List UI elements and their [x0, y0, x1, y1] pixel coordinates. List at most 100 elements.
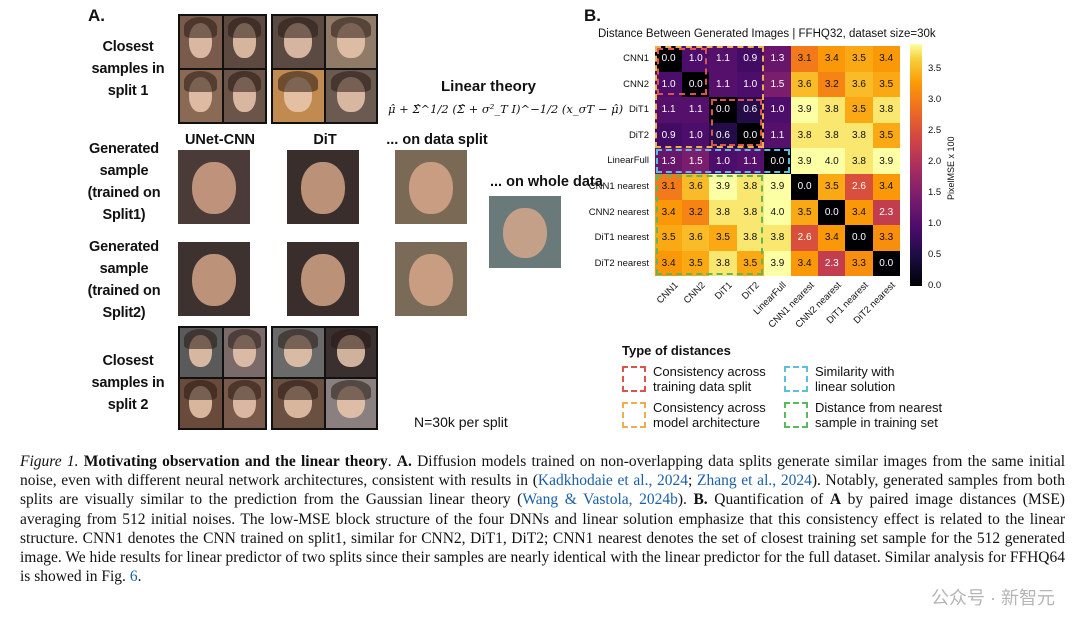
row-label-line: Split2) [102, 305, 146, 321]
heatmap-cell: 0.0 [791, 174, 819, 200]
caption-bold-title: Motivating observation and the linear th… [83, 453, 388, 470]
heatmap-cell: 3.6 [791, 71, 819, 98]
colorbar [910, 44, 922, 286]
face-image [180, 70, 222, 122]
colorbar-tick: 0.5 [928, 248, 942, 260]
caption-a-label: A. [396, 453, 412, 470]
heatmap-cell: 0.0 [682, 71, 710, 98]
row-label-line: (trained on [87, 185, 161, 201]
face-image [180, 328, 222, 377]
legend-text: Consistency across training data split [653, 364, 766, 394]
heatmap-cell: 1.0 [682, 122, 710, 149]
heatmap-cell: 3.4 [655, 199, 683, 226]
citation-link[interactable]: Wang & Vastola, 2024b [522, 491, 678, 509]
closest-samples-split2-unet-grid [178, 326, 267, 430]
legend-title: Type of distances [622, 343, 731, 358]
heatmap-cell: 3.9 [763, 250, 791, 277]
heatmap-row-label: CNN1 [623, 53, 649, 64]
row-label-closest-split2: Closest samples in split 2 [78, 350, 178, 416]
caption-a-ref: A [829, 491, 842, 509]
heatmap-cell: 3.9 [872, 148, 900, 174]
citation-link[interactable]: Zhang et al., 2024 [697, 472, 812, 490]
colorbar-tick: 1.0 [928, 217, 942, 229]
heatmap-cell: 2.3 [872, 199, 900, 226]
legend-text-line: linear solution [815, 379, 896, 394]
heatmap-cell: 1.1 [682, 97, 710, 123]
heatmap-cell: 0.6 [709, 122, 737, 149]
panel-b-letter: B. [584, 6, 601, 25]
heatmap-cell: 3.8 [709, 250, 737, 277]
face-image [273, 328, 324, 377]
row-label-line: Generated [89, 141, 159, 157]
face-image [180, 16, 222, 68]
heatmap-row-label: DiT1 nearest [594, 232, 649, 244]
heatmap-cell: 1.3 [763, 46, 791, 72]
face-image [273, 70, 324, 122]
heatmap-cell: 3.1 [791, 46, 819, 72]
row-label-line: samples in [91, 375, 165, 391]
caption-text: Diffusion models trained on non-overlapp… [20, 453, 1066, 490]
linear-theory-title: Linear theory [441, 78, 537, 95]
heatmap-cell: 3.6 [682, 174, 710, 200]
legend-text-line: training data split [653, 379, 752, 394]
heatmap-cell: 3.9 [791, 148, 819, 174]
generated-unet-split2-image [178, 242, 250, 316]
row-label-line: Closest [102, 353, 154, 369]
heatmap-cell: 1.0 [655, 71, 683, 98]
heatmap-cell: 4.0 [763, 199, 791, 226]
row-label-generated-split1: Generated sample (trained on Split1) [70, 138, 178, 226]
heatmap-cell: 3.4 [791, 250, 819, 277]
row-label-line: (trained on [87, 283, 161, 299]
face-image [325, 379, 376, 428]
row-label-generated-split2: Generated sample (trained on Split2) [70, 236, 178, 324]
face-image [273, 16, 324, 68]
row-label-line: sample [99, 261, 149, 277]
legend-swatch [784, 366, 808, 392]
heatmap-cell: 1.0 [736, 71, 764, 98]
linear-whole-data-image [489, 196, 561, 268]
citation-link[interactable]: Kadkhodaie et al., 2024 [537, 472, 689, 490]
heatmap-cell: 3.4 [655, 250, 683, 277]
heatmap-cell: 3.8 [736, 225, 764, 251]
heatmap-cell: 3.6 [845, 71, 873, 98]
generated-dit-split2-image [287, 242, 359, 316]
heatmap-cell: 0.0 [763, 148, 791, 174]
caption-text: ). Notably, generated samples from both … [20, 472, 1065, 509]
legend-swatch [622, 366, 646, 392]
heatmap-cell: 3.8 [872, 97, 900, 123]
heatmap-cell: 0.6 [736, 97, 764, 123]
heatmap-highlight-box [656, 175, 763, 276]
colorbar-tick: 3.0 [928, 93, 942, 105]
heatmap-cell: 1.3 [655, 148, 683, 174]
heatmap-cell: 3.2 [818, 71, 846, 98]
heatmap-highlight-box [655, 46, 764, 149]
heatmap-highlight-box [657, 48, 708, 96]
row-label-line: Closest [102, 39, 154, 55]
heatmap-cell: 3.5 [709, 225, 737, 251]
figure-caption: Figure 1. Motivating observation and the… [20, 452, 1065, 586]
row-label-line: sample [99, 163, 149, 179]
heatmap-cell: 1.1 [736, 148, 764, 174]
heatmap-cell: 2.6 [845, 174, 873, 200]
legend-text-line: Consistency across [653, 400, 766, 415]
heatmap-cell: 4.0 [818, 148, 846, 174]
panel-a-letter: A. [88, 6, 105, 25]
heatmap-cell: 3.8 [709, 199, 737, 226]
heatmap-cell: 3.5 [845, 46, 873, 72]
closest-samples-split1-dit-grid [271, 14, 378, 124]
figure-link[interactable]: 6 [129, 568, 138, 586]
heatmap-row-label: DiT1 [628, 104, 649, 116]
face-image [325, 70, 376, 122]
heatmap-cell: 3.8 [818, 122, 846, 149]
legend-swatch [622, 402, 646, 428]
heatmap-row-label: DiT2 nearest [594, 257, 649, 269]
row-label-line: Split1) [102, 207, 146, 223]
colorbar-tick: 3.5 [928, 62, 942, 74]
heatmap-cell: 3.9 [763, 174, 791, 200]
heatmap-cell: 3.8 [736, 174, 764, 200]
heatmap-cell: 3.5 [736, 250, 764, 277]
row-label-line: split 2 [107, 397, 149, 413]
heatmap-cell: 3.5 [872, 71, 900, 98]
heatmap-cell: 0.9 [655, 122, 683, 149]
heatmap-cell: 2.3 [818, 250, 846, 277]
